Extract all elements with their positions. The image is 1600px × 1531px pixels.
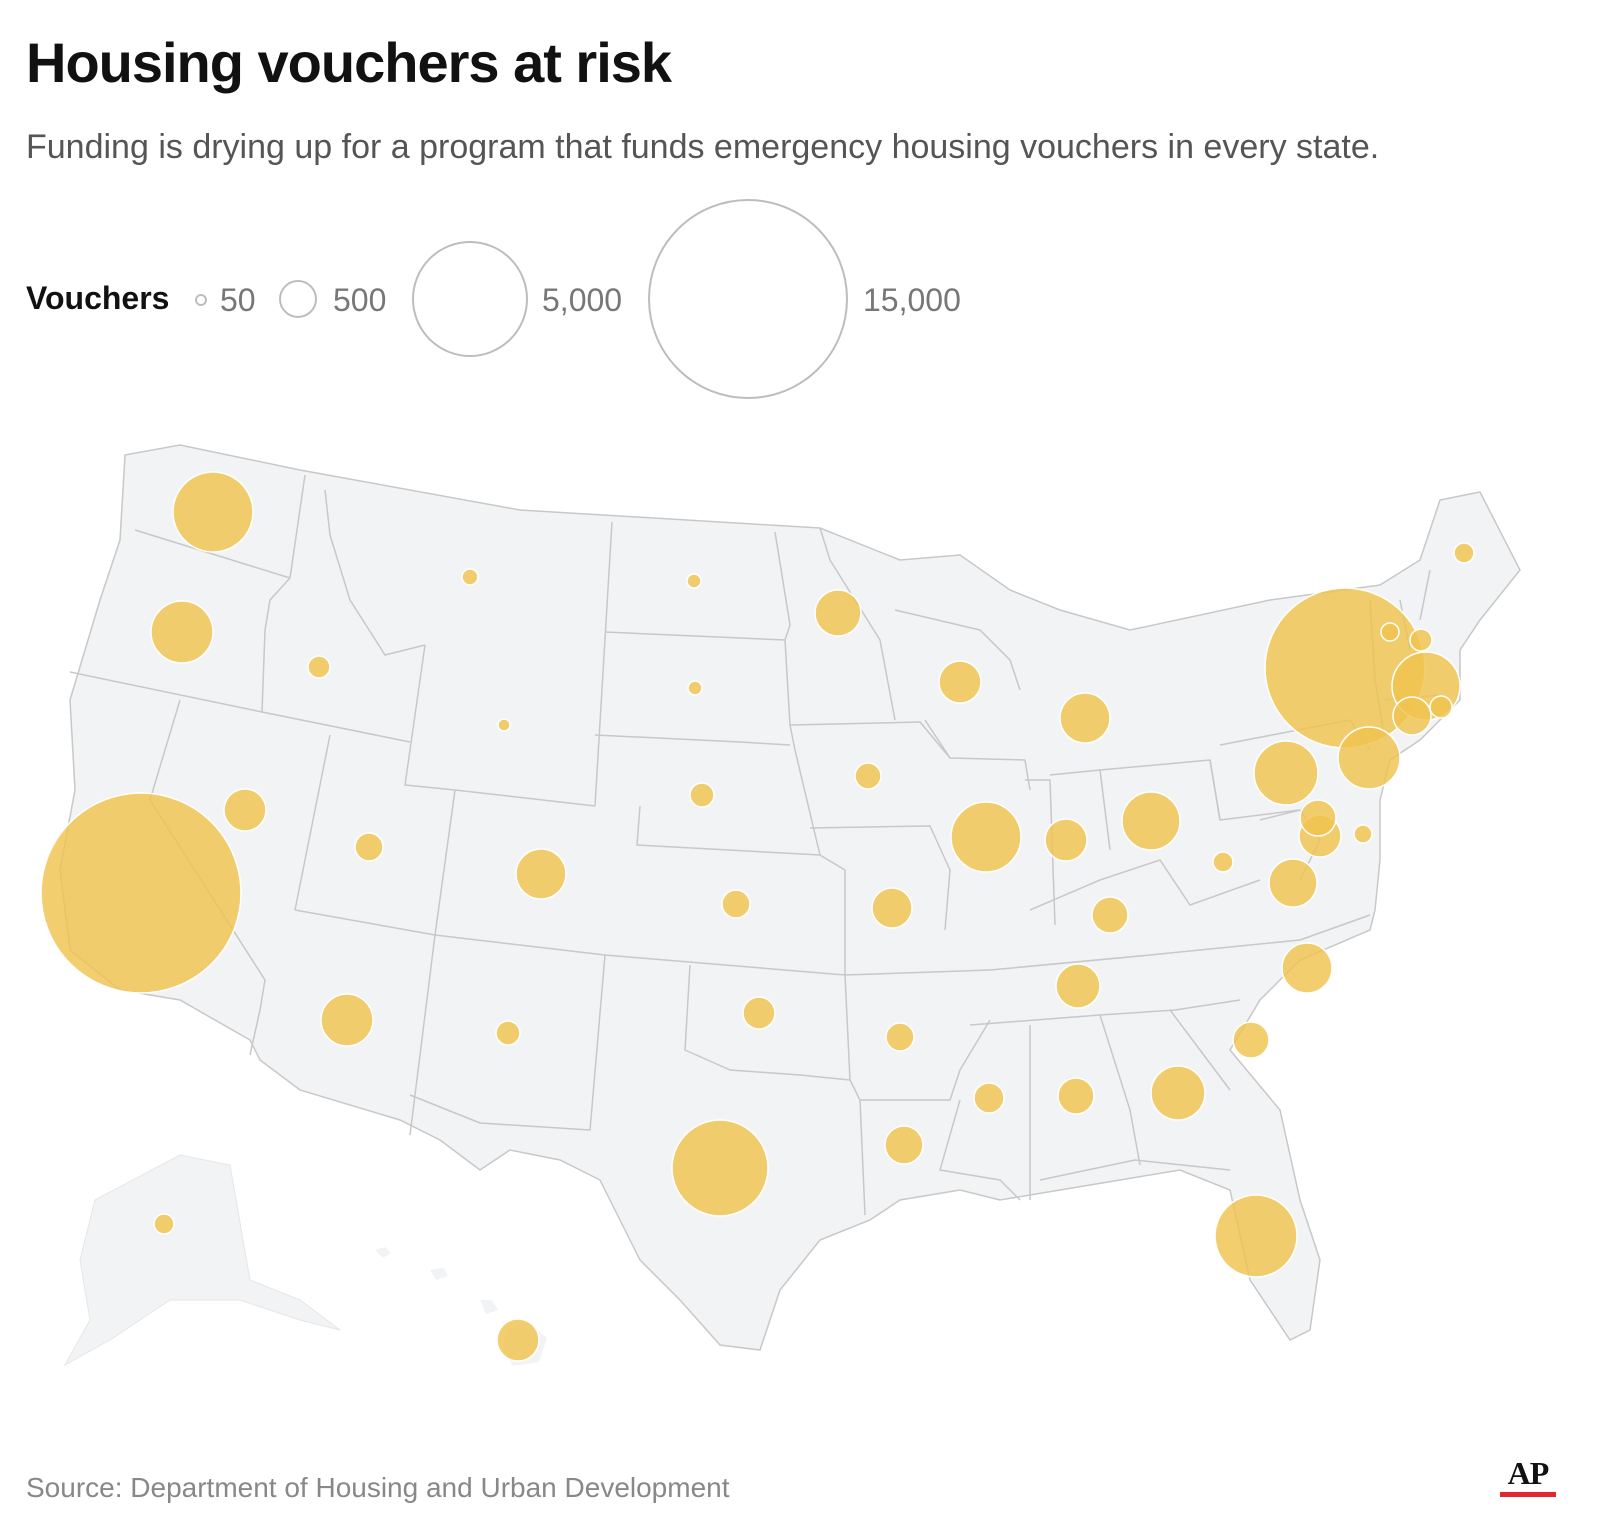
bubble-va xyxy=(1268,858,1318,908)
bubble-ms xyxy=(973,1082,1005,1114)
bubble-nm xyxy=(495,1020,521,1046)
bubble-ar xyxy=(885,1022,915,1052)
bubble-nd xyxy=(686,573,702,589)
bubble-dc xyxy=(1299,799,1337,837)
bubble-wy xyxy=(497,718,511,732)
bubble-ne xyxy=(689,782,715,808)
bubble-nj xyxy=(1337,726,1401,790)
bubble-ia xyxy=(854,762,882,790)
bubble-ct xyxy=(1392,696,1432,736)
legend-circle-15000 xyxy=(648,199,848,399)
legend-title: Vouchers xyxy=(26,280,170,316)
bubble-wa xyxy=(172,471,254,553)
bubble-co xyxy=(515,848,567,900)
bubble-sc xyxy=(1232,1021,1270,1059)
bubble-or xyxy=(150,600,214,664)
bubble-mt xyxy=(461,568,479,586)
bubble-tn xyxy=(1055,963,1101,1009)
bubble-de xyxy=(1353,824,1373,844)
bubble-ok xyxy=(742,996,776,1030)
ap-logo-text: AP xyxy=(1507,1455,1550,1491)
bubble-mi xyxy=(1059,692,1111,744)
bubble-oh xyxy=(1121,791,1181,851)
bubble-ky xyxy=(1091,896,1129,934)
bubble-vt xyxy=(1380,622,1400,642)
legend-label-5000: 5,000 xyxy=(542,282,622,318)
bubble-al xyxy=(1057,1077,1095,1115)
bubble-pa xyxy=(1253,740,1319,806)
bubble-mn xyxy=(814,589,862,637)
bubble-wi xyxy=(938,660,982,704)
bubble-nc xyxy=(1281,942,1333,994)
bubble-az xyxy=(320,993,374,1047)
bubble-wv xyxy=(1212,851,1234,873)
bubble-ri xyxy=(1429,695,1453,719)
legend-label-15000: 15,000 xyxy=(863,282,961,318)
bubble-la xyxy=(884,1125,924,1165)
bubble-tx xyxy=(671,1119,769,1217)
bubble-hi xyxy=(496,1318,540,1362)
bubble-mo xyxy=(871,887,913,929)
bubbles xyxy=(40,471,1475,1362)
bubble-in xyxy=(1044,818,1088,862)
bubble-ca xyxy=(40,792,242,994)
legend-circle-500 xyxy=(279,280,317,318)
bubble-id xyxy=(307,655,331,679)
bubble-nh xyxy=(1409,628,1433,652)
bubble-ut xyxy=(354,832,384,862)
bubble-ks xyxy=(721,889,751,919)
bubble-il xyxy=(950,801,1022,873)
legend-circle-5000 xyxy=(412,241,528,357)
size-legend: 50 500 5,000 15,000 xyxy=(195,199,961,399)
conus-landmass xyxy=(59,444,1521,1351)
bubble-ak xyxy=(153,1213,175,1235)
bubble-nv xyxy=(223,788,267,832)
bubble-me xyxy=(1453,542,1475,564)
ap-logo: AP xyxy=(1500,1456,1556,1497)
source-note: Source: Department of Housing and Urban … xyxy=(26,1472,730,1503)
bubble-ga xyxy=(1150,1065,1206,1121)
ap-logo-bar xyxy=(1500,1492,1556,1497)
alaska-landmass xyxy=(63,1154,341,1367)
legend-circle-50 xyxy=(195,294,207,306)
bubble-sd xyxy=(687,680,703,696)
legend-label-500: 500 xyxy=(333,282,386,318)
bubble-fl xyxy=(1214,1194,1298,1278)
page-subtitle: Funding is drying up for a program that … xyxy=(26,128,1380,166)
legend-label-50: 50 xyxy=(220,282,256,318)
page-title: Housing vouchers at risk xyxy=(26,31,672,94)
